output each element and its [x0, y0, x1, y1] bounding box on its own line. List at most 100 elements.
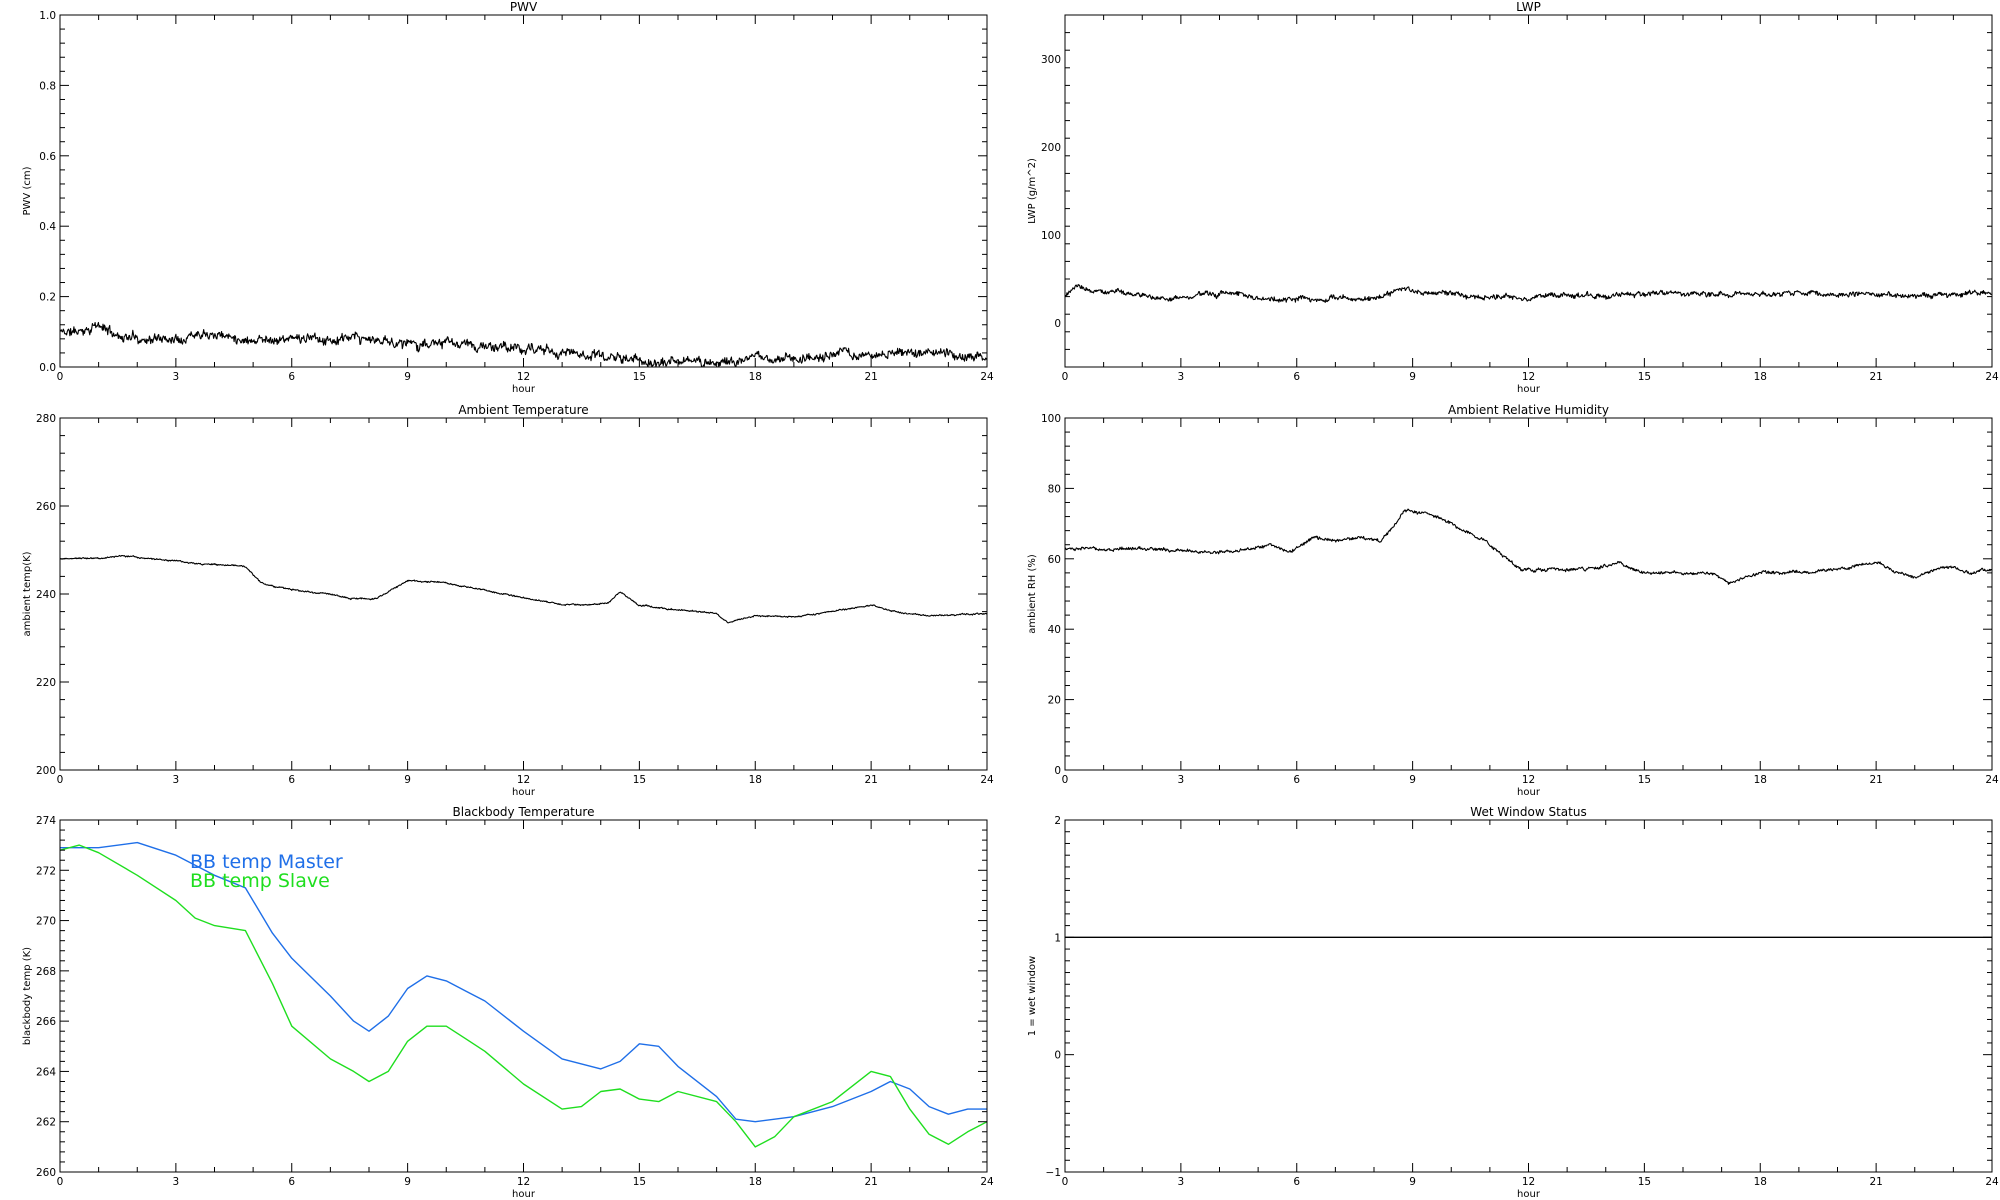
x-tick-label: 18	[749, 1176, 762, 1188]
x-tick-label: 0	[1062, 774, 1069, 786]
x-tick-label: 15	[633, 1176, 646, 1188]
x-tick-label: 15	[633, 774, 646, 786]
y-tick-label: 266	[36, 1016, 56, 1028]
y-tick-label: 20	[1048, 695, 1061, 707]
x-tick-label: 3	[1178, 1176, 1185, 1188]
x-tick-label: 6	[1293, 1176, 1300, 1188]
series-line-ambient-temperature	[60, 554, 987, 624]
x-tick-label: 6	[288, 1176, 295, 1188]
plot-area	[1065, 508, 1992, 585]
x-tick-label: 24	[1985, 1176, 1999, 1188]
y-tick-label: 2	[1054, 815, 1061, 827]
plot-frame	[1064, 14, 1993, 368]
plot-area	[60, 841, 987, 1148]
y-tick-label: 0.2	[39, 292, 56, 304]
x-tick-label: 6	[288, 371, 295, 383]
plot-frame	[59, 417, 988, 771]
y-tick-label: 0.8	[39, 80, 56, 92]
x-tick-label: 21	[1869, 1176, 1882, 1188]
y-tick-label: 274	[36, 815, 56, 827]
series-line-bb-temp-slave	[60, 844, 987, 1148]
y-tick-label: 60	[1048, 554, 1061, 566]
plot-frame	[1064, 819, 1993, 1173]
y-tick-label: 240	[36, 589, 56, 601]
x-tick-label: 21	[864, 1176, 877, 1188]
x-tick-label: 9	[404, 774, 411, 786]
y-axis-label: ambient RH (%)	[1027, 554, 1038, 634]
y-tick-label: 260	[36, 1167, 56, 1179]
series-line-ambient-relative-humidity	[1065, 508, 1992, 585]
x-tick-label: 24	[980, 774, 994, 786]
x-tick-label: 9	[404, 1176, 411, 1188]
y-tick-label: 300	[1041, 54, 1061, 66]
x-axis-label: hour	[512, 787, 536, 798]
y-tick-label: 262	[36, 1117, 56, 1129]
plot-area	[60, 321, 987, 367]
y-tick-label: 280	[36, 413, 56, 425]
x-tick-label: 24	[980, 371, 994, 383]
x-tick-label: 0	[57, 1176, 64, 1188]
x-axis-label: hour	[1517, 787, 1541, 798]
series-line-lwp	[1065, 283, 1992, 303]
x-tick-label: 0	[57, 371, 64, 383]
y-tick-label: 260	[36, 501, 56, 513]
x-axis-label: hour	[1517, 384, 1541, 395]
y-tick-label: 0	[1054, 318, 1061, 330]
y-tick-label: 200	[36, 765, 56, 777]
x-tick-label: 3	[173, 774, 180, 786]
x-axis-label: hour	[1517, 1189, 1541, 1200]
plot-area	[1065, 283, 1992, 303]
x-tick-label: 24	[980, 1176, 994, 1188]
y-tick-label: 1.0	[39, 10, 56, 22]
panel-lwp: LWP 0 3 6 9 12 15 18 21 24 hour 0 100 200 300 LWP (g/m^…	[1027, 0, 1999, 395]
x-tick-label: 21	[1869, 371, 1882, 383]
x-tick-label: 0	[1062, 371, 1069, 383]
x-tick-label: 6	[1293, 371, 1300, 383]
x-axis-label: hour	[512, 384, 536, 395]
x-tick-label: 15	[1638, 371, 1651, 383]
x-tick-label: 12	[1522, 1176, 1535, 1188]
x-tick-label: 24	[1985, 371, 1999, 383]
x-tick-label: 15	[633, 371, 646, 383]
x-tick-label: 21	[864, 371, 877, 383]
legend-entry-1: BB temp Slave	[190, 870, 330, 892]
plot-area	[60, 554, 987, 624]
x-tick-label: 3	[173, 371, 180, 383]
x-tick-label: 3	[1178, 371, 1185, 383]
x-tick-label: 9	[1409, 774, 1416, 786]
x-tick-label: 12	[1522, 371, 1535, 383]
y-tick-label: 272	[36, 865, 56, 877]
x-tick-label: 3	[1178, 774, 1185, 786]
y-tick-label: 200	[1041, 142, 1061, 154]
panel-title: LWP	[1516, 0, 1541, 14]
y-tick-label: 270	[36, 916, 56, 928]
y-tick-label: 268	[36, 966, 56, 978]
panel-title: PWV	[510, 0, 538, 14]
y-tick-label: 0	[1054, 765, 1061, 777]
panel-pwv: PWV 0 3 6 9 12 15 18 21 24 hour 0.0 0.2 0.4 0.6 0.8 1.0 P…	[22, 0, 994, 395]
x-tick-label: 18	[749, 774, 762, 786]
panel-title: Wet Window Status	[1470, 805, 1586, 819]
x-tick-label: 9	[404, 371, 411, 383]
y-tick-label: 0.0	[39, 362, 56, 374]
x-tick-label: 18	[1754, 371, 1767, 383]
x-tick-label: 18	[1754, 1176, 1767, 1188]
y-axis-label: ambient temp(K)	[22, 551, 33, 636]
y-tick-label: 40	[1048, 624, 1061, 636]
y-axis-label: LWP (g/m^2)	[1027, 158, 1038, 224]
panel-ambient-relative-humidity: Ambient Relative Humidity 0 3 6 9 12 15 18 21 24 h…	[1027, 403, 1999, 798]
panel-ambient-temperature: Ambient Temperature 0 3 6 9 12 15 18 21 24 hour 200…	[22, 403, 994, 798]
x-tick-label: 18	[1754, 774, 1767, 786]
x-tick-label: 9	[1409, 371, 1416, 383]
panel-blackbody-temperature: Blackbody Temperature 0 3 6 9 12 15 18 21 24 hour 2…	[22, 805, 994, 1200]
y-tick-label: 0.4	[39, 221, 56, 233]
x-tick-label: 18	[749, 371, 762, 383]
panel-title: Ambient Relative Humidity	[1448, 403, 1609, 417]
series-line-bb-temp-master	[60, 841, 987, 1123]
x-tick-label: 0	[57, 774, 64, 786]
y-tick-label: 0	[1054, 1050, 1061, 1062]
y-tick-label: 220	[36, 677, 56, 689]
plot-frame	[1064, 417, 1993, 771]
